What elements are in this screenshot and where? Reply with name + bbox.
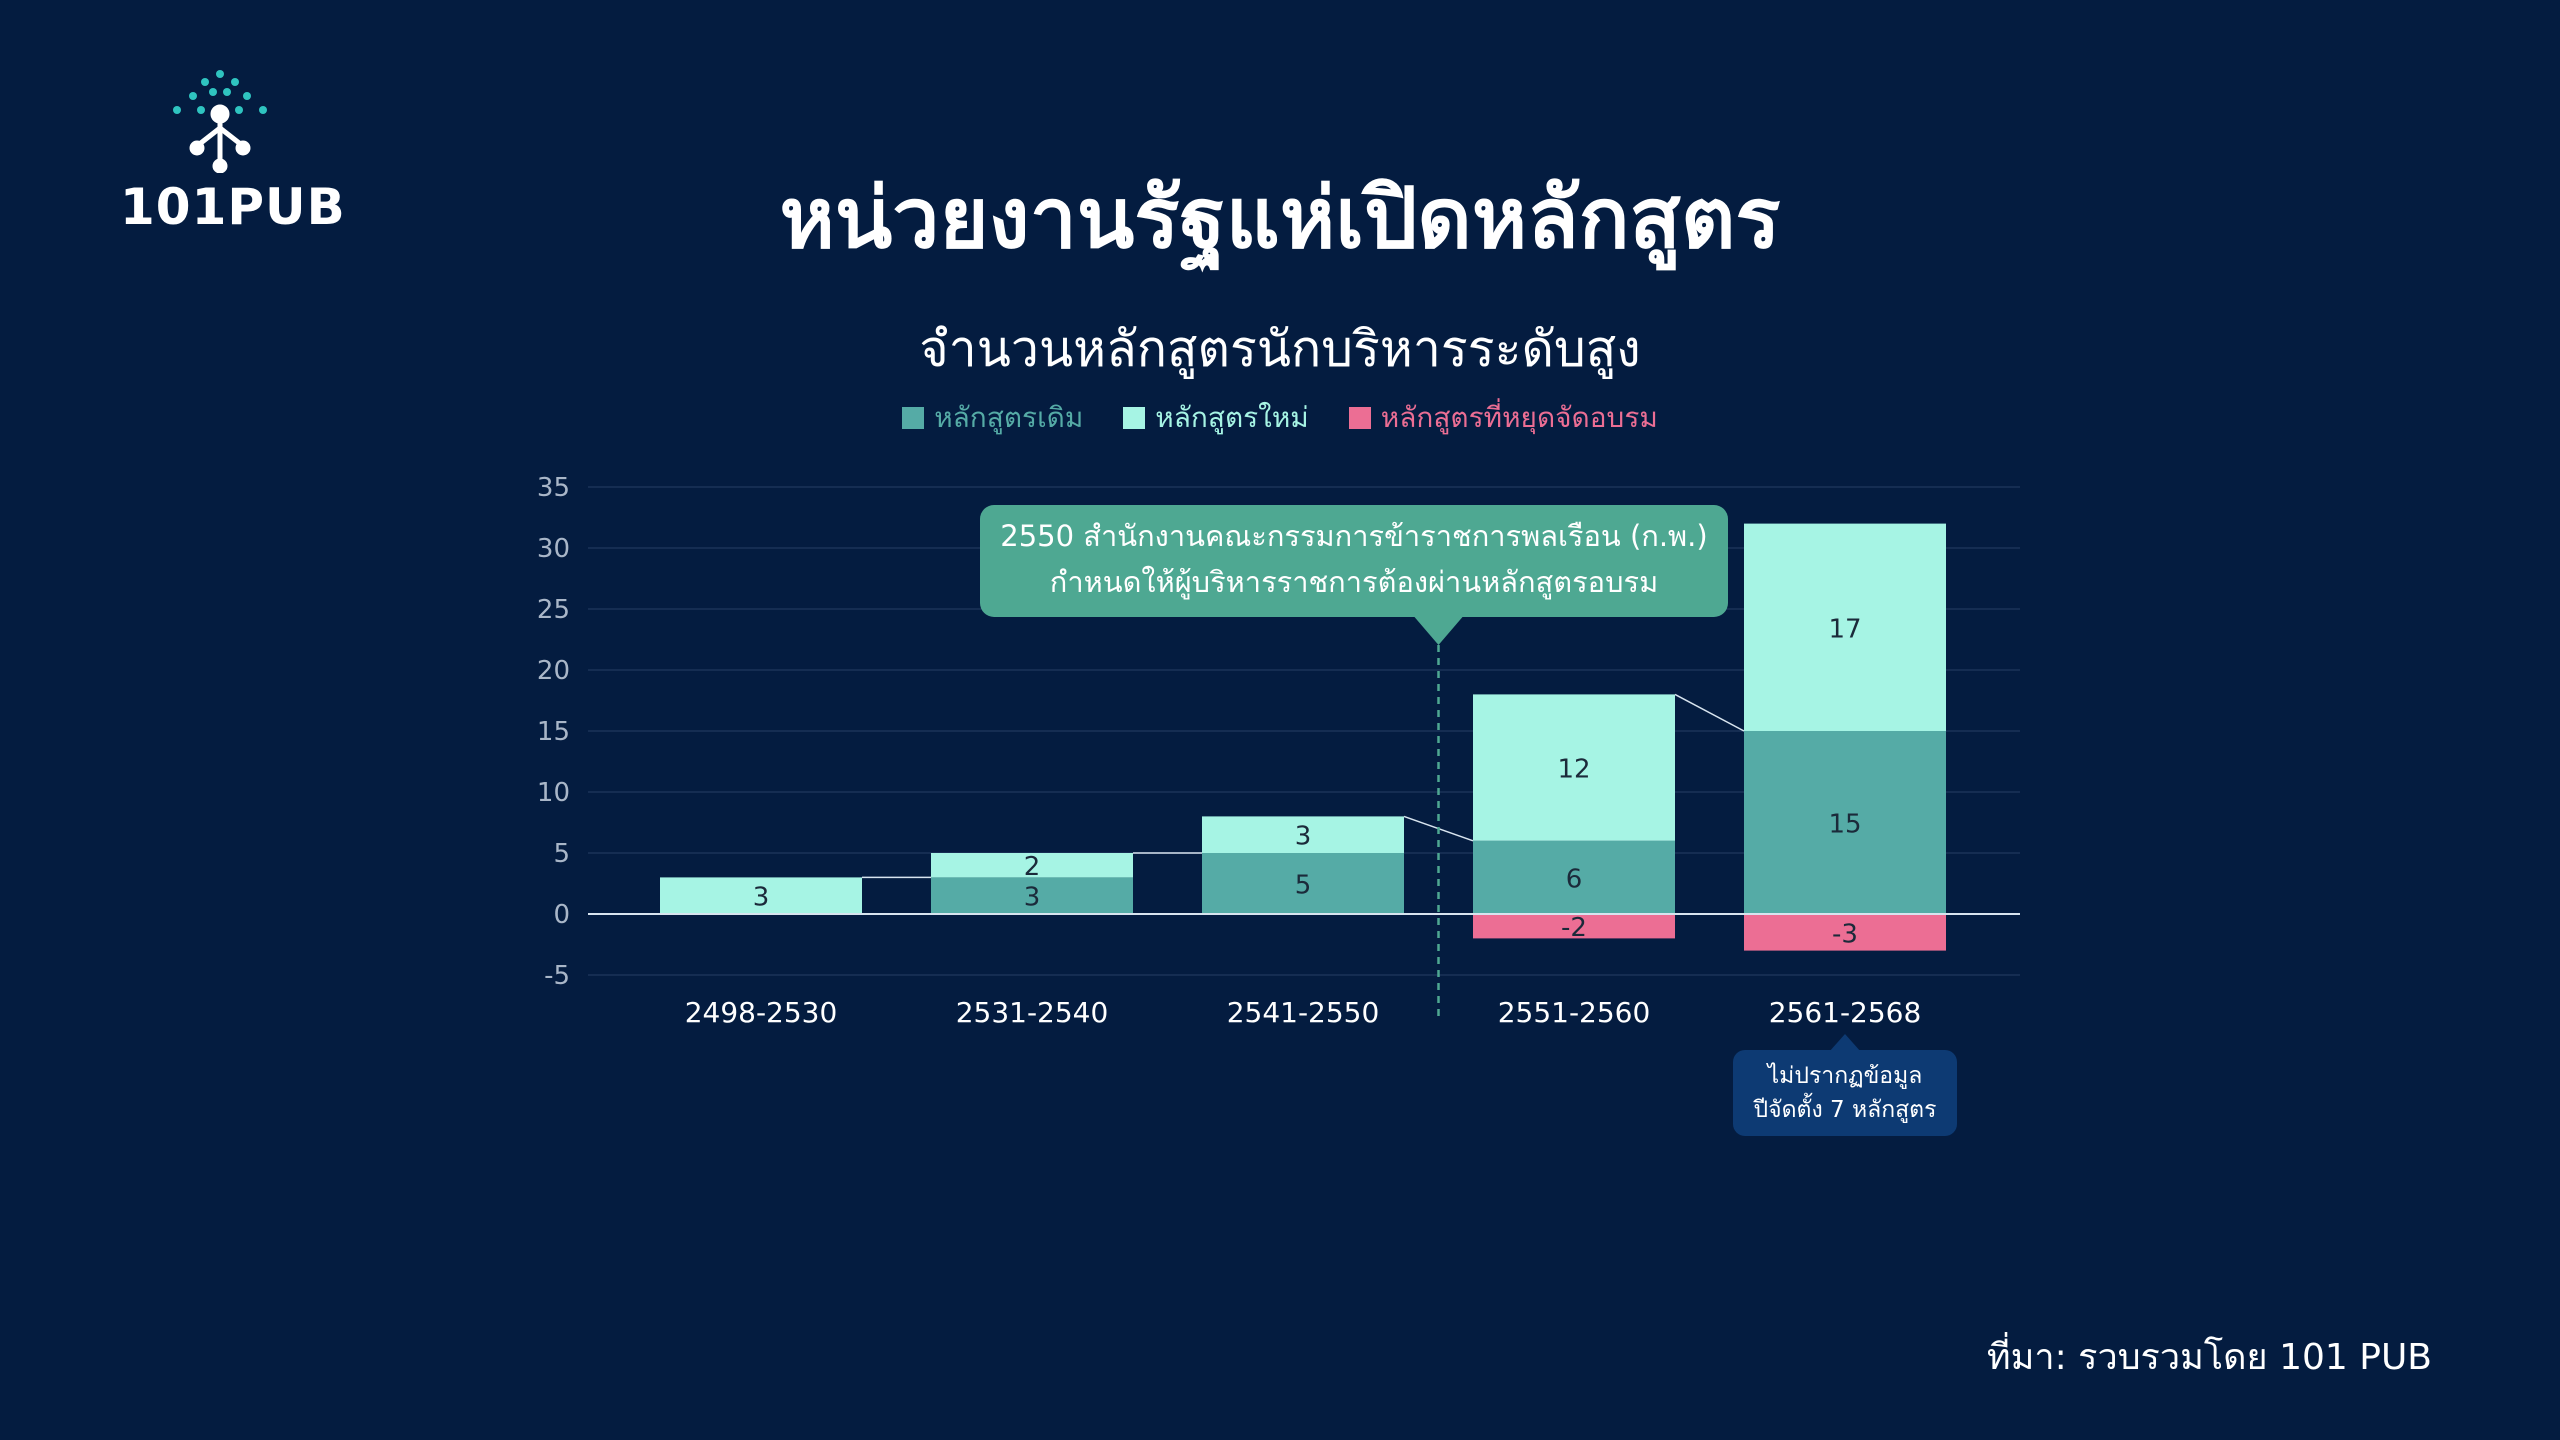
bar-new (1744, 523, 1946, 731)
bar-existing (931, 877, 1133, 914)
bar-new (660, 877, 862, 914)
bar-new (931, 853, 1133, 878)
x-tick-label: 2551-2560 (1498, 996, 1651, 1029)
bar-new (1473, 694, 1675, 841)
page-title: หน่วยงานรัฐแห่เปิดหลักสูตร (779, 169, 1781, 267)
legend-item-new: หลักสูตรใหม่ (1123, 396, 1309, 440)
note-pointer (1829, 1034, 1861, 1052)
legend-item-existing: หลักสูตรเดิม (902, 396, 1083, 440)
data-label-new: 3 (1295, 822, 1312, 852)
y-tick-label: 30 (537, 534, 570, 564)
legend-item-stopped: หลักสูตรที่หยุดจัดอบรม (1348, 396, 1658, 440)
source-note: ที่มา: รวบรวมโดย 101 PUB (1986, 1337, 2432, 1378)
x-tick-label: 2531-2540 (956, 996, 1109, 1029)
logo-text: 101PUB (120, 178, 346, 236)
y-tick-label: 5 (553, 839, 570, 869)
legend-swatch-existing (902, 407, 925, 429)
note-box (1733, 1050, 1957, 1136)
legend-swatch-stopped (1348, 407, 1371, 429)
data-label-stopped: -2 (1561, 913, 1587, 943)
data-label-new: 3 (753, 883, 770, 913)
data-label-existing: 5 (1295, 871, 1312, 901)
x-tick-label: 2541-2550 (1227, 996, 1380, 1029)
legend-label-stopped: หลักสูตรที่หยุดจัดอบรม (1380, 401, 1658, 434)
y-tick-label: 20 (537, 656, 570, 686)
legend-swatch-new (1123, 407, 1146, 429)
bar-existing (1202, 853, 1404, 914)
connector-line (1674, 693, 1745, 732)
bar-existing (1744, 731, 1946, 914)
bar-new (1202, 816, 1404, 853)
x-tick-label: 2498-2530 (685, 996, 838, 1029)
y-tick-label: 10 (537, 778, 570, 808)
note-text-line1: ไม่ปรากฏข้อมูล (1766, 1062, 1923, 1089)
y-tick-label: 0 (553, 900, 570, 930)
note-text-line2: ปีจัดตั้ง 7 หลักสูตร (1753, 1093, 1937, 1123)
logo-network-icon (173, 70, 267, 173)
legend-label-new: หลักสูตรใหม่ (1155, 401, 1309, 434)
data-label-new: 12 (1557, 755, 1590, 785)
x-tick-label: 2561-2568 (1769, 996, 1922, 1029)
y-tick-label: 15 (537, 717, 570, 747)
annotation-text-line1: 2550 สำนักงานคณะกรรมการข้าราชการพลเรือน … (1000, 519, 1707, 553)
y-tick-label: 35 (537, 473, 570, 503)
bar-existing (1473, 840, 1675, 914)
y-tick-label: 25 (537, 595, 570, 625)
annotation-box (980, 505, 1728, 617)
bar-stopped (1473, 914, 1675, 939)
chart-legend: หลักสูตรเดิม หลักสูตรใหม่ หลักสูตรที่หยุ… (0, 396, 2560, 440)
data-label-new: 17 (1828, 614, 1861, 644)
data-label-existing: 3 (1024, 883, 1041, 913)
annotation-text-line2: กำหนดให้ผู้บริหารราชการต้องผ่านหลักสูตรอ… (1050, 565, 1658, 600)
annotation-pointer (1414, 617, 1463, 645)
logo: 101PUB (120, 68, 346, 236)
data-label-new: 2 (1024, 852, 1041, 882)
y-tick-label: -5 (544, 961, 570, 991)
data-label-existing: 6 (1566, 864, 1583, 894)
bar-stopped (1744, 914, 1946, 951)
data-label-stopped: -3 (1832, 919, 1858, 949)
data-label-existing: 15 (1828, 810, 1861, 840)
chart-title: จำนวนหลักสูตรนักบริหารระดับสูง (919, 320, 1641, 378)
legend-label-existing: หลักสูตรเดิม (934, 401, 1084, 434)
